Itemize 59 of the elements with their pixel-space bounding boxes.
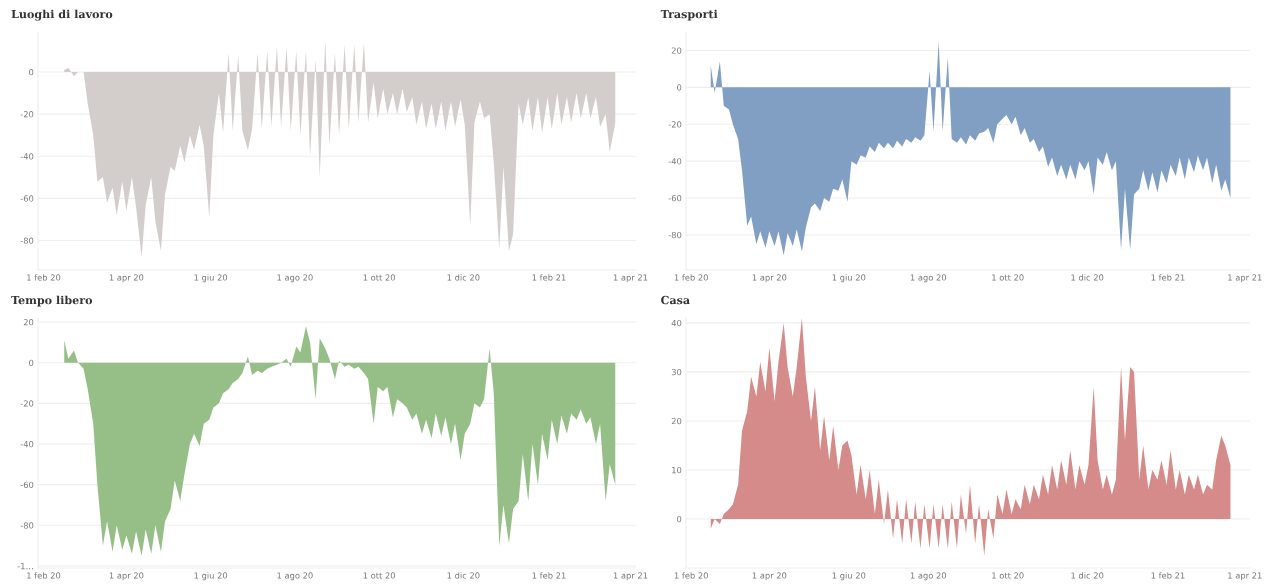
chart-title: Tempo libero bbox=[11, 295, 93, 307]
x-tick-label: 1 apr 20 bbox=[752, 572, 787, 581]
y-tick-label: -20 bbox=[20, 400, 34, 407]
x-tick-label: 1 feb 20 bbox=[27, 572, 61, 579]
x-tick-label: 1 apr 20 bbox=[752, 274, 787, 283]
x-tick-label: 1 apr 21 bbox=[1228, 572, 1262, 581]
x-tick-label: 1 dic 20 bbox=[447, 274, 480, 281]
y-tick-label: 20 bbox=[671, 417, 682, 425]
x-tick-label: 1 apr 20 bbox=[109, 274, 144, 283]
x-tick-label: 1 giu 20 bbox=[194, 274, 228, 283]
x-tick-label: 1 ago 20 bbox=[277, 274, 313, 283]
x-tick-label: 1 ott 20 bbox=[992, 274, 1024, 281]
x-tick-label: 1 feb 20 bbox=[27, 274, 61, 281]
chart-title: Luoghi di lavoro bbox=[11, 9, 113, 21]
y-tick-label: 40 bbox=[671, 319, 682, 327]
y-tick-label: -20 bbox=[668, 121, 682, 128]
y-tick-label: 0 bbox=[677, 515, 682, 523]
y-tick-label: -80 bbox=[20, 522, 34, 529]
x-tick-label: 1 dic 20 bbox=[1071, 274, 1104, 281]
y-tick-label: 0 bbox=[29, 359, 34, 366]
chart-title: Casa bbox=[661, 295, 690, 305]
x-tick-label: 1 feb 20 bbox=[674, 572, 708, 579]
y-tick-label: 0 bbox=[677, 84, 682, 91]
y-tick-label: -40 bbox=[668, 158, 682, 165]
x-tick-label: 1 feb 21 bbox=[1151, 572, 1185, 579]
y-tick-label: 30 bbox=[671, 368, 682, 376]
y-tick-label: -20 bbox=[20, 111, 34, 118]
chart-title: Trasporti bbox=[660, 9, 718, 21]
y-tick-label: -60 bbox=[668, 195, 682, 202]
x-tick-label: 1 feb 20 bbox=[674, 274, 708, 281]
y-tick-label: 20 bbox=[671, 47, 682, 54]
y-tick-label: -40 bbox=[20, 441, 34, 448]
x-tick-label: 1 feb 21 bbox=[532, 274, 566, 281]
y-tick-label: -60 bbox=[20, 195, 34, 202]
x-tick-label: 1 apr 20 bbox=[109, 572, 144, 581]
y-tick-label: 10 bbox=[672, 466, 682, 474]
x-tick-label: 1 dic 20 bbox=[447, 572, 480, 579]
y-tick-label: -60 bbox=[20, 481, 34, 488]
x-tick-label: 1 giu 20 bbox=[832, 274, 866, 283]
x-tick-label: 1 apr 21 bbox=[613, 572, 648, 581]
y-tick-label: -1… bbox=[17, 563, 33, 570]
y-tick-label: -80 bbox=[20, 237, 34, 244]
x-tick-label: 1 dic 20 bbox=[1071, 572, 1104, 579]
x-tick-label: 1 giu 20 bbox=[832, 572, 866, 581]
y-tick-label: 0 bbox=[29, 69, 34, 76]
x-tick-label: 1 apr 21 bbox=[1228, 274, 1262, 283]
x-tick-label: 1 feb 21 bbox=[1151, 274, 1185, 281]
x-tick-label: 1 ago 20 bbox=[910, 572, 947, 581]
y-tick-label: -80 bbox=[668, 231, 682, 239]
x-tick-label: 1 ott 20 bbox=[363, 572, 395, 579]
x-tick-label: 1 feb 21 bbox=[532, 572, 566, 579]
x-tick-label: 1 ott 20 bbox=[363, 274, 395, 281]
x-tick-label: 1 ago 20 bbox=[277, 572, 313, 581]
x-tick-label: 1 giu 20 bbox=[194, 572, 228, 581]
y-tick-label: -40 bbox=[20, 153, 34, 160]
y-tick-label: 20 bbox=[23, 319, 34, 326]
x-tick-label: 1 ott 20 bbox=[992, 572, 1024, 579]
x-tick-label: 1 apr 21 bbox=[613, 274, 648, 283]
x-tick-label: 1 ago 20 bbox=[910, 274, 947, 283]
